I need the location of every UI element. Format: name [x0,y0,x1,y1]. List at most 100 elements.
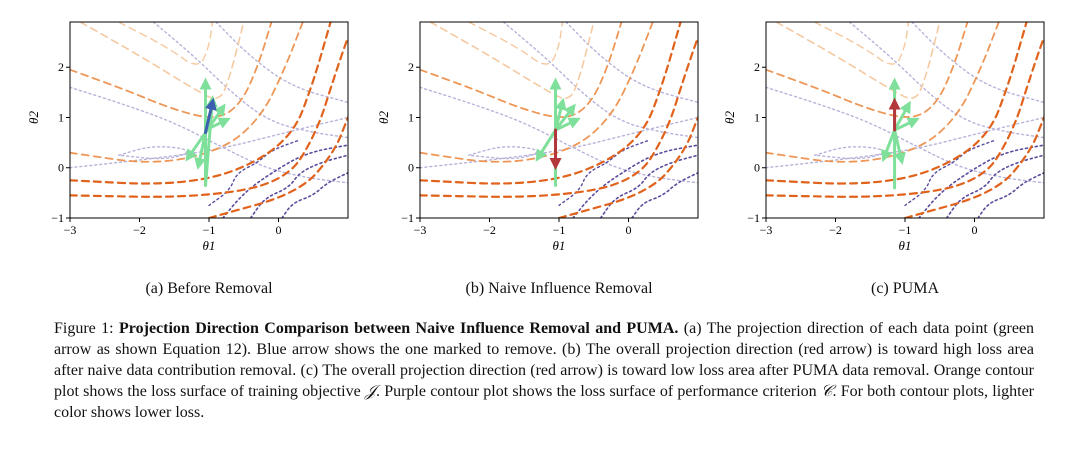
plot-panel-b: −3 −2 −1 0 −1 0 1 2 θ1 θ2 [376,21,699,253]
caption-c: (c) PUMA [871,280,939,297]
x-tick-label: −2 [829,223,842,237]
contour-line [420,36,698,198]
plot-panel-a: −3 −2 −1 0 −1 0 1 2 θ1 θ2 [26,21,349,253]
x-tick-label: −1 [899,223,912,237]
contours-b [420,22,698,218]
x-tick-label: −3 [760,223,773,237]
caption-text-3: . For both contour plots, lighter color … [54,383,1035,421]
green-arrow [535,128,558,162]
contour-line [468,146,538,160]
contour-line [775,22,941,99]
green-arrow [204,103,226,135]
y-tick-label: −1 [747,211,760,225]
contour-line [70,116,348,169]
figure-title: Projection Direction Comparison between … [119,320,679,337]
green-arrow [194,131,208,170]
x-tick-label: −1 [203,223,216,237]
x-tick-label: −2 [483,223,496,237]
contour-line [420,22,654,163]
contour-line [420,116,698,169]
contour-line [79,22,245,99]
contour-line [977,172,1044,218]
contour-line [70,22,304,163]
contours-a [70,22,348,218]
contour-line [420,22,682,185]
y-tick-label: 0 [58,161,64,175]
contour-line [420,22,623,118]
x-tick-label: −3 [64,223,77,237]
y-tick-label: 1 [58,110,64,124]
contour-line [468,22,564,65]
contour-line [215,22,348,104]
x-axis-label-a: θ1 [203,238,216,253]
caption-a: (a) Before Removal [145,280,273,297]
y-tick-label: 2 [408,60,414,74]
y-tick-label: 2 [754,60,760,74]
contour-line [70,22,332,185]
contour-line [558,139,651,207]
contour-line [848,22,1044,139]
contour-line [766,22,969,118]
green-arrow [554,103,576,132]
arrows-c [881,77,920,190]
y-tick-label: −1 [51,211,64,225]
contour-line [813,22,910,65]
contour-line [766,116,1044,169]
contour-line [118,22,214,65]
green-arrow [204,95,218,187]
contour-line [599,154,698,218]
contour-line [565,22,698,104]
x-tick-label: −2 [133,223,146,237]
green-arrow [881,128,897,163]
x-axis-label-b: θ1 [553,238,566,253]
caption-b: (b) Naive Influence Removal [465,280,653,297]
y-tick-label: 1 [754,110,760,124]
y-axis-label-b: θ2 [376,111,391,124]
green-arrow [554,117,581,132]
green-arrow [554,97,567,132]
arrows-b [535,77,581,187]
arrows-a [185,77,231,187]
contour-line [813,146,884,160]
x-tick-label: −1 [553,223,566,237]
contour-line [766,36,1044,198]
contour-line [766,22,1000,163]
symbol-c: 𝒞 [820,383,833,400]
contour-line [429,22,595,99]
contour-line [502,22,698,139]
contour-line [207,116,348,218]
contour-line [249,154,348,218]
contour-line [766,22,1028,185]
contour-line [70,22,273,118]
contour-line [70,36,348,198]
y-tick-label: 1 [408,110,414,124]
contour-line [903,116,1044,218]
x-tick-label: 0 [972,223,978,237]
x-tick-label: −3 [414,223,427,237]
x-tick-label: 0 [626,223,632,237]
contour-line [208,139,301,207]
contour-line [904,139,997,207]
y-tick-label: 0 [408,161,414,175]
axes-frame-c [765,21,1045,219]
contour-line [911,22,1044,104]
caption-text-2: . Purple contour plot shows the loss sur… [376,383,821,400]
y-tick-label: 0 [754,161,760,175]
contour-line [152,22,348,139]
x-tick-label: 0 [276,223,282,237]
contour-line [631,172,698,218]
contour-line [281,172,348,218]
caption-text-1: (a) The projection direction of each dat… [54,320,1035,400]
x-axis-label-c: θ1 [899,238,912,253]
green-arrow [185,131,208,162]
y-axis-label-c: θ2 [722,111,737,124]
green-arrow [893,117,920,132]
figure-label: Figure 1: [54,320,114,337]
y-tick-label: −1 [401,211,414,225]
contour-line [118,146,188,160]
green-arrow [893,128,906,165]
contour-line [557,116,698,218]
plot-panel-c: −3 −2 −1 0 −1 0 1 2 θ1 θ2 [722,21,1045,253]
figure-caption: Figure 1: Projection Direction Compariso… [54,318,1034,423]
